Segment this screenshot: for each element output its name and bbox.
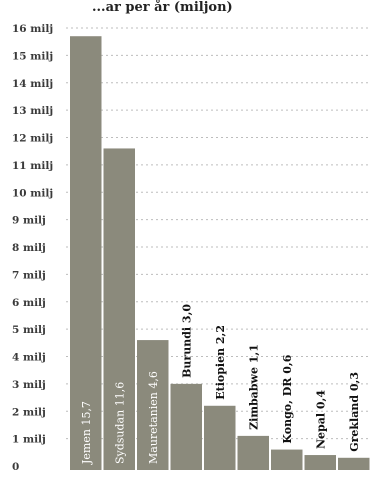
y-tick-label: 11 milj (12, 160, 53, 172)
y-tick-label: 7 milj (12, 269, 46, 281)
bar (237, 435, 269, 470)
y-tick-label: 10 milj (12, 187, 53, 199)
bar (137, 340, 169, 470)
y-tick-label: 4 milj (12, 352, 46, 364)
bar-label: Grekland 0,3 (348, 372, 361, 452)
bar-label: Burundi 3,0 (180, 304, 193, 378)
bar (70, 36, 102, 471)
bar (204, 405, 236, 470)
y-tick-label: 16 milj (12, 23, 53, 35)
y-tick-label: 6 milj (12, 297, 46, 309)
bar-label: Mauretanien 4,6 (147, 371, 160, 464)
y-tick-label: 0 (12, 461, 19, 473)
y-tick-label: 1 milj (12, 434, 46, 446)
bar (271, 449, 303, 470)
bar (170, 383, 202, 470)
bar-labels: Jemen 15,7 Sydsudan 11,6 Mauretanien 4,6 Bu… (80, 304, 361, 465)
bar-label: Kongo, DR 0,6 (281, 354, 294, 443)
y-tick-label: 14 milj (12, 78, 53, 90)
bar-label: Etiopien 2,2 (214, 325, 227, 400)
bar (304, 455, 336, 470)
y-axis: 0 1 milj 2 milj 3 milj 4 milj 5 milj 6 milj 7 m… (12, 23, 53, 473)
y-tick-label: 8 milj (12, 242, 46, 254)
y-tick-label: 5 milj (12, 324, 46, 336)
bar-label: Zimbabwe 1,1 (247, 344, 260, 430)
bar-label: Jemen 15,7 (80, 401, 93, 465)
y-tick-label: 15 milj (12, 50, 53, 62)
y-tick-label: 12 milj (12, 133, 53, 145)
bar (103, 148, 135, 470)
y-tick-label: 3 milj (12, 379, 46, 391)
chart-title: ...ar per år (miljon) (92, 0, 233, 15)
y-tick-label: 2 milj (12, 406, 46, 418)
bar-label: Sydsudan 11,6 (113, 382, 126, 464)
bars (70, 36, 370, 471)
bar-label: Nepal 0,4 (314, 390, 327, 449)
bar (338, 457, 370, 470)
y-tick-label: 13 milj (12, 105, 53, 117)
y-tick-label: 9 milj (12, 215, 46, 227)
